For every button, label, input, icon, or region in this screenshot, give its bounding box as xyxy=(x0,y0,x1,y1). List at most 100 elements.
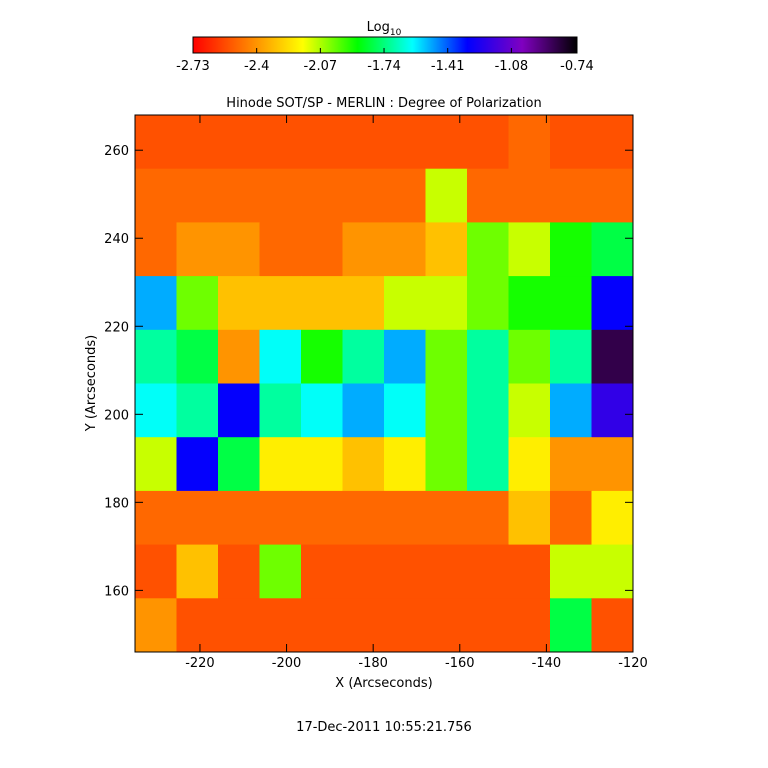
heatmap-cell xyxy=(342,276,385,331)
heatmap-cell xyxy=(301,115,343,170)
y-tick-label: 160 xyxy=(104,584,129,599)
heatmap-cell xyxy=(135,544,177,599)
heatmap-cell xyxy=(384,168,426,223)
heatmap-cell xyxy=(467,115,509,170)
colorbar-title-sub: 10 xyxy=(390,28,402,38)
heatmap-cell xyxy=(591,544,634,599)
colorbar-tick-label: -2.07 xyxy=(304,59,338,74)
colorbar-title-base: Log xyxy=(367,20,390,35)
heatmap-cell xyxy=(176,222,219,277)
colorbar xyxy=(192,36,578,54)
heatmap-cell xyxy=(591,115,634,170)
heatmap-cell xyxy=(259,437,302,492)
colorbar-title: Log10 xyxy=(367,20,402,38)
heatmap-cell xyxy=(342,168,385,223)
heatmap-cell xyxy=(508,329,551,384)
heatmap-cell xyxy=(259,168,302,223)
x-tick-label: -180 xyxy=(358,656,388,671)
colorbar-tick-label: -1.08 xyxy=(495,59,529,74)
heatmap-cell xyxy=(301,544,343,599)
heatmap-cell xyxy=(550,276,592,331)
heatmap-cell xyxy=(425,437,468,492)
heatmap-cell xyxy=(301,276,343,331)
y-axis-label: Y (Arcseconds) xyxy=(84,335,99,432)
y-tick-label: 260 xyxy=(104,144,129,159)
heatmap-cell xyxy=(384,329,426,384)
heatmap-cell xyxy=(425,276,468,331)
heatmap-cell xyxy=(135,598,177,653)
heatmap-cell xyxy=(550,544,592,599)
chart-title: Hinode SOT/SP - MERLIN : Degree of Polar… xyxy=(226,96,541,111)
heatmap-cell xyxy=(259,222,302,277)
heatmap-cell xyxy=(342,598,385,653)
heatmap-cell xyxy=(384,490,426,546)
heatmap-cell xyxy=(550,437,592,492)
heatmap-cell xyxy=(259,383,302,438)
heatmap-cell xyxy=(508,222,551,277)
heatmap-cell xyxy=(176,115,219,170)
heatmap-cell xyxy=(508,490,551,546)
heatmap-cell xyxy=(550,222,592,277)
heatmap-cell xyxy=(508,544,551,599)
heatmap-cell xyxy=(135,168,177,223)
heatmap-cell xyxy=(508,115,551,170)
heatmap-cell xyxy=(259,544,302,599)
heatmap-cell xyxy=(135,222,177,277)
colorbar-tick-label: -2.73 xyxy=(176,59,210,74)
heatmap-cell xyxy=(176,383,219,438)
heatmap-cell xyxy=(591,490,634,546)
footer-timestamp: 17-Dec-2011 10:55:21.756 xyxy=(296,720,472,735)
heatmap-cell xyxy=(218,598,260,653)
x-tick-label: -140 xyxy=(532,656,562,671)
heatmap-cell xyxy=(384,598,426,653)
colorbar-tick-label: -2.4 xyxy=(244,59,269,74)
plot-frame xyxy=(134,114,634,653)
colorbar-tick-label: -1.41 xyxy=(431,59,465,74)
heatmap-cell xyxy=(301,222,343,277)
heatmap-cell xyxy=(218,168,260,223)
y-tick-label: 180 xyxy=(104,496,129,511)
y-tick-label: 200 xyxy=(104,408,129,423)
heatmap-cell xyxy=(176,544,219,599)
heatmap-cell xyxy=(135,490,177,546)
y-tick-label: 220 xyxy=(104,320,129,335)
heatmap-cell xyxy=(467,598,509,653)
heatmap-cell xyxy=(301,437,343,492)
heatmap-cell xyxy=(508,168,551,223)
heatmap-cell xyxy=(176,598,219,653)
heatmap-cell xyxy=(591,276,634,331)
heatmap-cell xyxy=(591,168,634,223)
heatmap-cell xyxy=(508,276,551,331)
heatmap-cell xyxy=(342,437,385,492)
heatmap-cell xyxy=(342,329,385,384)
heatmap-cell xyxy=(218,222,260,277)
heatmap-cell xyxy=(591,222,634,277)
x-tick-label: -160 xyxy=(445,656,475,671)
heatmap-cell xyxy=(550,329,592,384)
heatmap-cell xyxy=(467,222,509,277)
heatmap-cell xyxy=(467,383,509,438)
heatmap-cell xyxy=(384,276,426,331)
heatmap-cell xyxy=(550,383,592,438)
heatmap-cell xyxy=(467,490,509,546)
heatmap-cell xyxy=(176,276,219,331)
heatmap-cell xyxy=(218,383,260,438)
heatmap-cell xyxy=(550,598,592,653)
heatmap-cell xyxy=(301,598,343,653)
heatmap-cell xyxy=(591,437,634,492)
heatmap-cell xyxy=(425,168,468,223)
heatmap-cell xyxy=(384,383,426,438)
heatmap-cell xyxy=(301,329,343,384)
heatmap-cell xyxy=(467,168,509,223)
heatmap-cell xyxy=(176,168,219,223)
heatmap-cell xyxy=(425,383,468,438)
heatmap-cell xyxy=(342,490,385,546)
heatmap-cell xyxy=(508,383,551,438)
heatmap-cell xyxy=(259,276,302,331)
heatmap-cell xyxy=(508,598,551,653)
heatmap-cell xyxy=(467,329,509,384)
heatmap-cell xyxy=(135,276,177,331)
heatmap-cell xyxy=(135,329,177,384)
heatmap-cell xyxy=(425,222,468,277)
x-tick-label: -220 xyxy=(185,656,215,671)
